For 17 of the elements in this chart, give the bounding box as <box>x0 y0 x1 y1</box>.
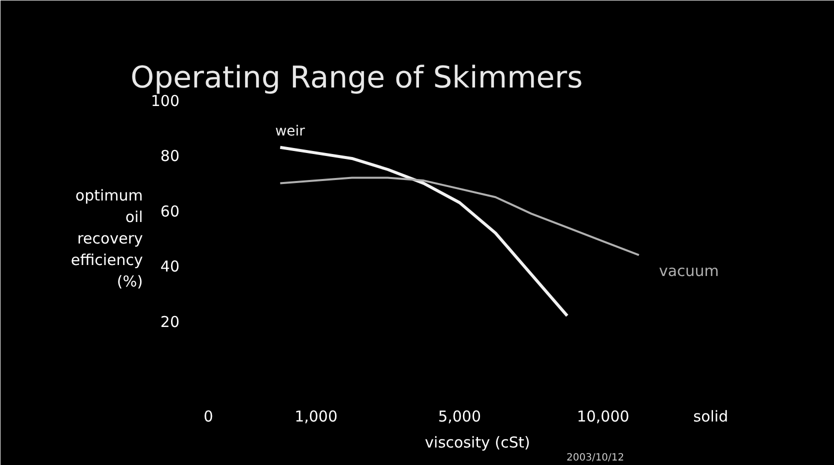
x-tick-label: 1,000 <box>294 408 338 426</box>
y-tick-label: 20 <box>160 312 180 331</box>
x-tick-label: 0 <box>204 408 214 426</box>
line-series <box>278 146 569 318</box>
x-tick-label: 10,000 <box>576 408 630 426</box>
x-axis-title: viscosity (cSt) <box>424 434 530 452</box>
text: 2003/10/12 <box>566 452 624 464</box>
series-label: vacuum <box>658 262 719 280</box>
series-label: weir <box>275 123 306 140</box>
y-tick-label: 80 <box>160 147 180 166</box>
y-tick-label: 60 <box>160 202 180 220</box>
x-tick-label: 5,000 <box>438 408 482 426</box>
line-series <box>279 176 640 256</box>
chart-title: Operating Range of Skimmers <box>130 60 583 96</box>
y-axis-title: optimum oil recovery efficiency (%) <box>70 186 143 291</box>
y-tick-label: 40 <box>160 258 180 276</box>
x-tick-label: solid <box>693 408 728 426</box>
